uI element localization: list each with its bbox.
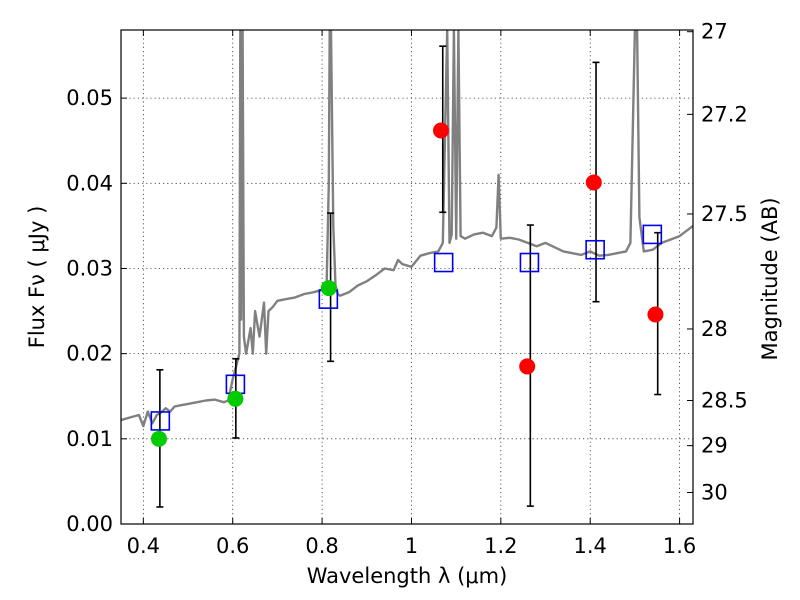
grid-lines <box>121 30 693 525</box>
y-tick-label: 0.02 <box>66 342 113 366</box>
right-axis-title: Magnitude (AB) <box>758 197 782 360</box>
y-tick-label: 0.03 <box>66 256 113 280</box>
model-square <box>642 224 663 245</box>
right-tick-label: 27.5 <box>701 202 748 226</box>
y-tick-label: 0.01 <box>66 427 113 451</box>
y-axis-title: Flux Fν ( μJy ) <box>25 206 49 349</box>
right-tick-label: 27.2 <box>701 102 748 126</box>
right-tick-label: 29 <box>701 434 728 458</box>
x-axis-title: Wavelength λ (μm) <box>307 564 508 588</box>
model-square <box>150 411 171 431</box>
y-tick-label: 0.05 <box>66 86 113 110</box>
detection-point <box>320 280 337 297</box>
axis-ticks: 0.4 0.6 0.8 1 1.2 1.4 1.6 0.00 0.01 0.02 0.03 0.04 0… <box>66 20 748 558</box>
x-tick-label: 1.2 <box>484 534 517 558</box>
spectrum-line <box>121 30 693 428</box>
plot-area <box>121 30 693 508</box>
right-tick-label: 30 <box>701 480 728 504</box>
plot-frame <box>120 29 694 525</box>
red-point <box>647 306 664 323</box>
model-square <box>519 252 540 273</box>
red-point <box>585 174 602 191</box>
y-tick-label: 0.04 <box>66 171 113 195</box>
right-tick-label: 28.5 <box>701 389 748 413</box>
x-tick-label: 1 <box>405 534 418 558</box>
x-tick-label: 0.6 <box>216 534 249 558</box>
right-tick-label: 27 <box>701 20 728 44</box>
x-tick-label: 0.8 <box>305 534 338 558</box>
detection-point <box>150 430 167 447</box>
x-tick-label: 0.4 <box>127 534 160 558</box>
detection-point <box>227 390 244 407</box>
red-point <box>519 358 536 375</box>
model-square <box>433 252 454 273</box>
right-tick-label: 28 <box>701 317 728 341</box>
model-square <box>585 239 605 260</box>
x-tick-label: 1.4 <box>574 534 607 558</box>
red-point <box>432 122 449 139</box>
y-tick-label: 0.00 <box>66 512 113 536</box>
x-tick-label: 1.6 <box>663 534 696 558</box>
